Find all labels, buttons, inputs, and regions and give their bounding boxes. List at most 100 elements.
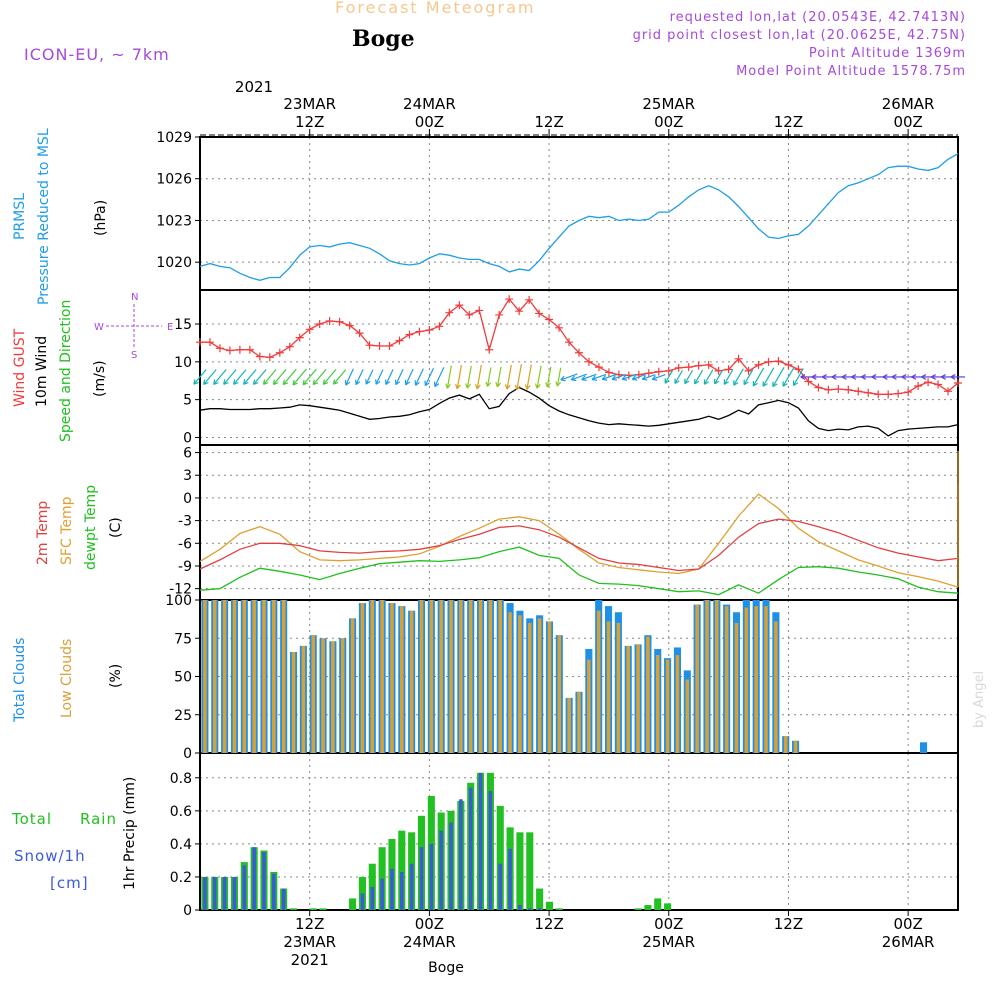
snow-bar — [390, 868, 394, 910]
low-cloud-bar — [252, 600, 256, 753]
rain-bar — [398, 830, 406, 910]
clouds-ytick-label: 100 — [165, 593, 192, 609]
pressure-ytick-label: 1023 — [156, 213, 192, 229]
wind-direction-arrow — [332, 369, 347, 385]
low-cloud-bar — [400, 606, 404, 753]
wind-arrow-shaft — [571, 373, 587, 381]
rain-bar — [349, 898, 357, 910]
wind-arrow-head — [223, 379, 229, 385]
low-cloud-bar — [596, 610, 601, 753]
precip-ytick-label: 0.8 — [170, 771, 192, 787]
gust-point — [505, 295, 514, 304]
wind-arrow-head — [621, 375, 628, 381]
wind-arrow-head — [485, 381, 492, 387]
low-cloud-bar — [488, 600, 493, 753]
wind-direction-arrow — [424, 367, 435, 387]
rain-bar — [555, 908, 563, 910]
low-cloud-bar — [793, 740, 798, 753]
gust-point — [325, 317, 334, 325]
wind-direction-arrow — [375, 369, 384, 385]
wind-arrow-head — [891, 374, 897, 380]
wind-arrow-head — [243, 379, 249, 385]
wind-arrow-shaft — [213, 369, 227, 385]
model-altitude: Model Point Altitude 1578.75m — [736, 64, 966, 79]
wind-direction-arrow — [591, 373, 607, 381]
snow-bar — [409, 863, 414, 910]
wind-arrow-head — [252, 379, 259, 385]
wind-direction-arrow — [524, 364, 532, 390]
wind-direction-arrow — [631, 373, 646, 381]
low-cloud-bar — [774, 621, 778, 753]
wind-arrow-shaft — [536, 365, 542, 389]
temperature-frame — [199, 444, 959, 601]
temperature-ytick-label: 6 — [183, 446, 192, 462]
pressure-labels: PRMSL Pressure Reduced to MSL (hPa) — [12, 128, 109, 305]
wind-direction-arrow — [485, 367, 492, 387]
wind-arrow-shaft — [602, 373, 616, 380]
gust-point — [584, 357, 593, 366]
wind-direction-arrow — [782, 367, 795, 387]
gust-point — [305, 325, 314, 334]
wind-arrow-head — [911, 374, 917, 380]
wind-arrow-head — [193, 379, 199, 385]
low-cloud-bar — [409, 610, 414, 753]
precip-label-unit: 1hr Precip (mm) — [122, 777, 138, 890]
watermark: by Angel — [972, 671, 987, 728]
low-cloud-bar — [468, 600, 473, 753]
wind-direction-arrow — [223, 369, 237, 385]
gust-point — [245, 345, 254, 354]
wind-arrow-shaft — [414, 368, 424, 386]
wind-arrow-shaft — [546, 366, 552, 388]
low-cloud-bar — [498, 600, 503, 753]
wind-arrow-shaft — [385, 369, 394, 385]
rain-bar — [516, 832, 524, 910]
low-cloud-bar — [459, 600, 463, 753]
low-cloud-bar — [626, 645, 630, 753]
wind-direction-arrow — [385, 369, 394, 386]
wind-arrow-shaft — [674, 370, 684, 384]
snow-bar — [498, 863, 503, 910]
gust-point — [684, 363, 693, 372]
low-cloud-bar — [705, 600, 709, 753]
wind-direction-arrow — [504, 364, 512, 390]
precip-ytick-label: 0.2 — [170, 870, 192, 886]
wind-arrow-head — [545, 382, 551, 388]
wind-arrow-shaft — [292, 368, 307, 386]
wind-arrow-shaft — [752, 367, 765, 387]
product-title: Forecast Meteogram — [335, 0, 536, 17]
wind-arrow-shaft — [365, 369, 374, 385]
wind-direction-arrow — [433, 367, 445, 388]
wind-arrow-head — [792, 380, 799, 387]
precip-ytick-label: 0 — [183, 903, 192, 919]
low-cloud-bar — [350, 618, 355, 753]
snow-bar — [370, 886, 375, 910]
rain-bar — [536, 888, 544, 910]
snow-bar — [400, 871, 404, 910]
gust-point — [944, 387, 953, 396]
chart-marks: 1020102310261029051015-12-9-6-3036025507… — [156, 95, 966, 969]
gust-point — [844, 385, 853, 394]
wind-arrow-head — [424, 380, 430, 387]
low-cloud-bar — [577, 691, 581, 753]
bottom-tick-year: 2021 — [291, 951, 329, 969]
wind-arrow-head — [375, 379, 381, 385]
wind-direction-arrow — [664, 370, 673, 384]
wind-direction-arrow — [714, 369, 724, 385]
gust-point — [375, 341, 384, 350]
wind-arrow-head — [743, 379, 749, 386]
low-cloud-bar — [242, 600, 247, 753]
gust-point — [455, 301, 464, 310]
wind-arrow-shaft — [591, 373, 607, 381]
gust-point — [854, 387, 863, 396]
bottom-tick-hour: 12Z — [295, 915, 324, 933]
wind-arrow-head — [831, 374, 837, 380]
snow-bar — [419, 847, 424, 910]
wind-arrow-head — [772, 381, 778, 388]
gust-point — [405, 330, 414, 339]
pressure-ytick-label: 1029 — [156, 130, 192, 146]
gust-point — [265, 353, 274, 362]
wind-arrow-shaft — [446, 365, 452, 389]
clouds-ytick-label: 0 — [183, 746, 192, 762]
wind-direction-arrow — [545, 366, 552, 388]
wind-direction-arrow — [703, 369, 714, 385]
